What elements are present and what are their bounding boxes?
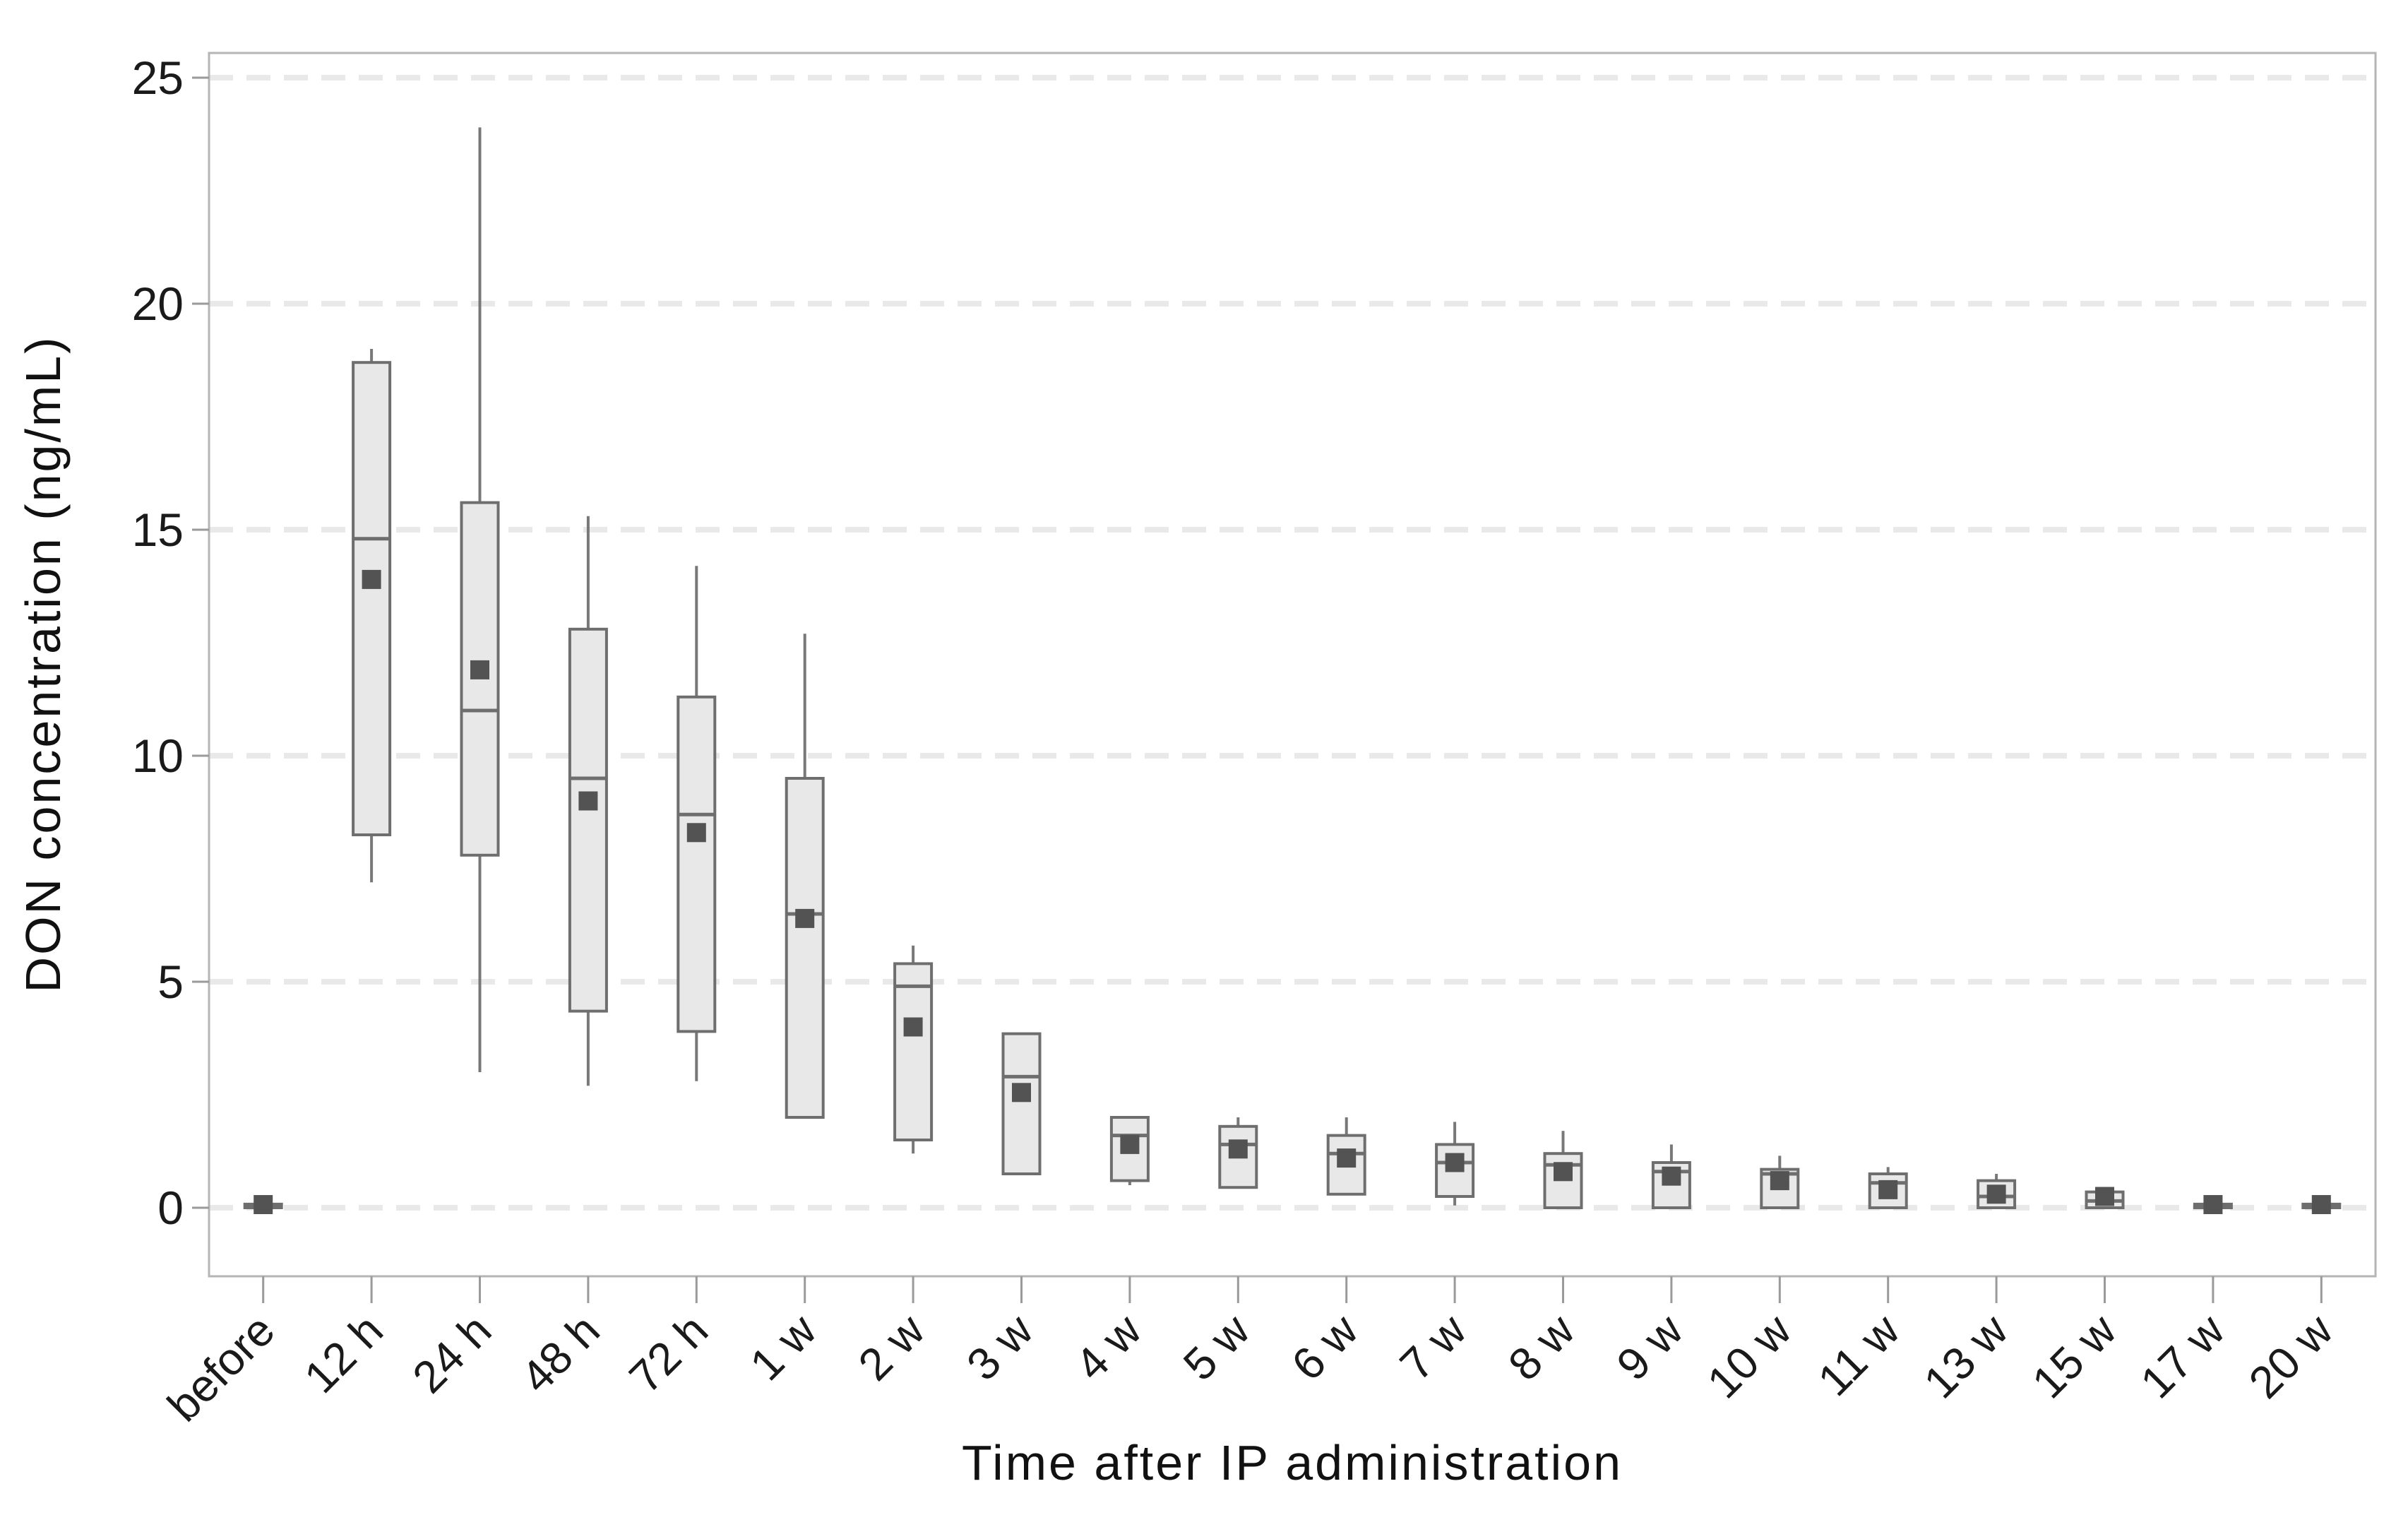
mean-marker-before xyxy=(254,1195,273,1215)
boxes-layer xyxy=(243,127,2342,1215)
mean-marker-3w xyxy=(1012,1083,1031,1103)
y-tick-label: 10 xyxy=(132,730,184,782)
x-tick-label: 11 w xyxy=(1808,1304,1909,1406)
x-tick-label: 5 w xyxy=(1174,1304,1260,1390)
boxplot-box-3w xyxy=(1001,1032,1042,1175)
mean-marker-6w xyxy=(1337,1148,1357,1168)
mean-marker-2w xyxy=(903,1017,923,1037)
x-tick-label: 17 w xyxy=(2130,1304,2234,1408)
x-tick-label: 20 w xyxy=(2239,1304,2343,1408)
y-tick-label: 0 xyxy=(157,1182,184,1234)
x-tick-label: 24 h xyxy=(403,1305,501,1403)
mean-marker-9w xyxy=(1662,1166,1681,1186)
x-tick-label: 8 w xyxy=(1498,1304,1585,1390)
mean-marker-5w xyxy=(1228,1139,1248,1159)
y-tick-label: 25 xyxy=(132,52,184,104)
y-axis-title: DON concentration (ng/mL) xyxy=(16,335,71,993)
x-tick-label: 6 w xyxy=(1282,1304,1368,1390)
mean-marker-8w xyxy=(1554,1162,1573,1182)
x-axis-title: Time after IP administration xyxy=(962,1435,1623,1490)
plot-frame xyxy=(208,52,2377,1278)
mean-marker-48h xyxy=(578,791,598,811)
x-tick-label: 13 w xyxy=(1914,1304,2017,1408)
y-tick-label: 5 xyxy=(157,956,184,1008)
mean-marker-10w xyxy=(1770,1171,1789,1191)
x-tick-label: 9 w xyxy=(1607,1304,1693,1390)
boxplot-box-12h xyxy=(352,361,392,836)
x-tick-label: 2 w xyxy=(849,1304,935,1390)
x-tick-label: 4 w xyxy=(1065,1304,1151,1390)
boxplot-box-48h xyxy=(568,627,608,1013)
boxplot-box-2w xyxy=(893,962,934,1142)
x-tick-label: 7 w xyxy=(1390,1304,1477,1390)
mean-marker-11w xyxy=(1878,1180,1898,1199)
mean-marker-12h xyxy=(362,569,381,589)
mean-marker-13w xyxy=(1986,1184,2006,1204)
boxplot-box-72h xyxy=(676,695,717,1033)
mean-marker-17w xyxy=(2203,1195,2223,1215)
mean-marker-20w xyxy=(2311,1195,2331,1215)
mean-marker-24h xyxy=(470,660,489,679)
x-tick-label: 48 h xyxy=(511,1305,609,1403)
x-tick-label: 12 h xyxy=(294,1305,393,1403)
boxplot-box-1w xyxy=(785,777,825,1119)
gridlines-layer xyxy=(209,75,2376,1211)
x-tick-label: 10 w xyxy=(1698,1304,1801,1408)
mean-marker-4w xyxy=(1120,1134,1140,1154)
y-tick-label: 15 xyxy=(132,504,184,556)
x-tick-label: before xyxy=(157,1305,284,1431)
mean-marker-7w xyxy=(1445,1153,1465,1172)
x-tick-label: 72 h xyxy=(619,1305,717,1403)
x-tick-label: 1 w xyxy=(740,1304,826,1390)
plot-frame-layer xyxy=(208,52,2377,1278)
x-tick-label: 15 w xyxy=(2022,1304,2126,1408)
mean-marker-15w xyxy=(2095,1187,2114,1206)
mean-marker-72h xyxy=(686,823,706,843)
x-tick-label: 3 w xyxy=(957,1304,1043,1390)
mean-marker-1w xyxy=(795,908,815,928)
y-tick-label: 20 xyxy=(132,278,184,330)
